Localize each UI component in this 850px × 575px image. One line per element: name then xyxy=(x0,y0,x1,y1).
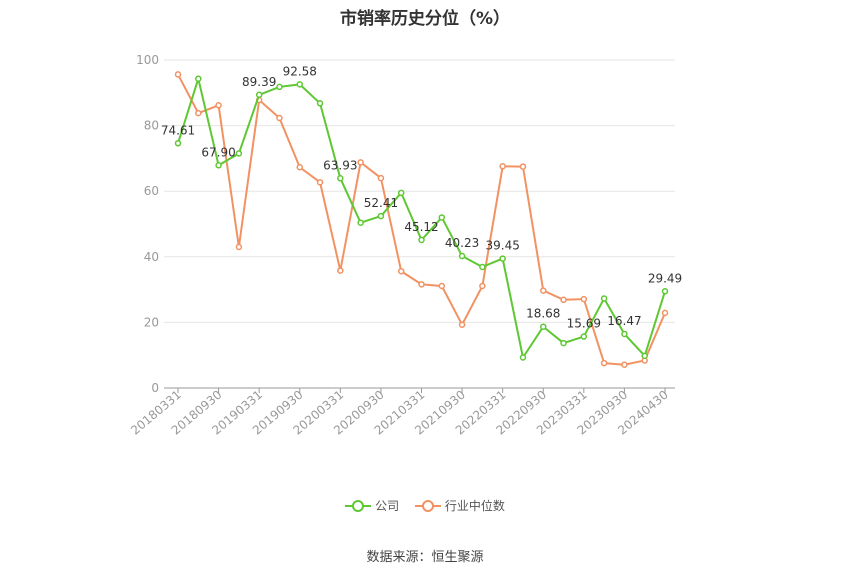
data-point xyxy=(560,296,567,304)
y-tick-label: 40 xyxy=(144,250,159,264)
data-point xyxy=(418,236,425,244)
data-point xyxy=(519,163,527,170)
chart-title: 市销率历史分位（%） xyxy=(339,9,511,29)
data-point xyxy=(357,219,364,226)
data-point xyxy=(519,354,527,361)
data-point xyxy=(479,263,486,271)
data-point xyxy=(458,321,466,328)
legend-item-industry-median[interactable]: 行业中位数 xyxy=(414,497,505,514)
data-label: 63.93 xyxy=(323,158,357,172)
series-lines xyxy=(174,71,669,368)
data-point xyxy=(438,214,446,221)
grid-lines xyxy=(164,59,675,323)
legend-swatch-company xyxy=(345,499,372,513)
legend-item-company[interactable]: 公司 xyxy=(345,497,399,514)
y-tick-label: 80 xyxy=(144,119,159,133)
data-point xyxy=(174,71,182,78)
data-labels: 74.61 67.90 89.39 92.58 63.93 52.41 45.12 40.23… xyxy=(161,64,682,330)
data-label: 52.41 xyxy=(364,196,398,210)
data-point xyxy=(215,162,222,169)
data-point xyxy=(316,100,324,107)
data-point xyxy=(316,179,324,186)
data-point xyxy=(397,189,405,197)
data-point xyxy=(195,109,202,117)
axes: 0204060801002018033120180930201903312019… xyxy=(128,53,675,438)
data-point xyxy=(195,75,202,82)
legend-label-industry-median: 行业中位数 xyxy=(444,499,505,513)
data-point xyxy=(235,150,243,157)
data-point xyxy=(540,287,547,294)
data-point xyxy=(337,267,344,274)
data-label: 16.47 xyxy=(607,314,641,328)
data-label: 29.49 xyxy=(648,271,682,285)
data-point xyxy=(621,330,628,338)
data-point xyxy=(357,159,364,166)
data-label: 40.23 xyxy=(445,236,479,250)
data-point xyxy=(458,252,466,260)
data-point xyxy=(661,288,669,295)
data-point xyxy=(600,359,608,367)
data-point xyxy=(296,164,303,171)
source-note: 数据来源：恒生聚源 xyxy=(366,550,484,565)
data-point xyxy=(397,267,405,275)
data-point xyxy=(479,282,486,290)
data-point xyxy=(540,323,547,330)
data-point xyxy=(276,83,283,91)
data-point xyxy=(641,352,648,360)
data-point xyxy=(235,243,243,251)
data-label: 92.58 xyxy=(283,64,317,78)
data-label: 18.68 xyxy=(526,307,560,321)
data-label: 45.12 xyxy=(404,220,438,234)
data-label: 74.61 xyxy=(161,123,195,137)
legend-swatch-industry-median xyxy=(414,499,441,513)
legend: 公司 行业中位数 xyxy=(0,497,850,516)
data-label: 89.39 xyxy=(242,75,276,89)
data-point xyxy=(418,281,425,288)
data-point xyxy=(600,295,608,302)
data-point xyxy=(580,333,588,340)
data-point xyxy=(438,282,446,290)
data-point xyxy=(661,309,669,317)
data-point xyxy=(580,295,588,303)
data-label: 39.45 xyxy=(485,239,519,253)
y-tick-label: 20 xyxy=(144,315,159,329)
data-label: 67.90 xyxy=(201,145,235,159)
y-tick-label: 0 xyxy=(151,381,159,395)
y-tick-label: 100 xyxy=(136,53,159,67)
data-point xyxy=(296,81,303,88)
data-point xyxy=(377,174,385,182)
data-label: 15.69 xyxy=(567,317,601,331)
data-point xyxy=(215,102,222,109)
data-point xyxy=(337,175,344,182)
y-tick-label: 60 xyxy=(144,184,159,198)
data-point xyxy=(621,361,628,368)
data-point xyxy=(377,212,385,220)
data-point xyxy=(499,163,506,170)
data-point xyxy=(560,339,567,347)
data-point xyxy=(499,255,506,262)
data-point xyxy=(255,91,263,99)
data-point xyxy=(276,114,283,122)
legend-label-company: 公司 xyxy=(375,499,400,513)
data-point xyxy=(174,140,182,147)
